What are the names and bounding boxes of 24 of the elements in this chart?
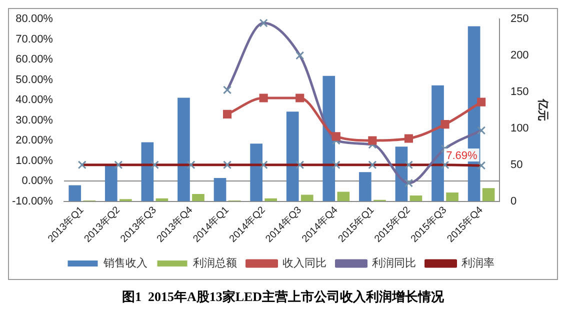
y-tick-label: 30.00% (16, 114, 54, 126)
y2-axis-title: 亿元 (536, 98, 548, 122)
legend-label: 收入同比 (282, 256, 326, 270)
legend-label: 利润率 (461, 256, 494, 270)
legend-label: 利润同比 (372, 256, 416, 270)
y-tick-label: -10.00% (12, 195, 54, 208)
y-tick-label: 80.00% (16, 13, 54, 26)
legend-label: 销售收入 (102, 256, 148, 270)
y-tick-label: 0.00% (22, 175, 54, 188)
y-tick-label: 70.00% (16, 33, 54, 46)
y-tick-label: 60.00% (16, 54, 54, 66)
y2-tick-label: 100 (510, 122, 529, 134)
text: 图1 2015年A股13家LED主营上市公司收入利润增长情况 (120, 288, 446, 306)
y-tick-label: 20.00% (16, 134, 54, 147)
y-tick-label: 50.00% (16, 74, 54, 86)
y2-tick-label: 200 (510, 49, 529, 62)
y2-tick-label: 0 (510, 195, 517, 208)
annotation: 7.69% (446, 150, 478, 162)
y-tick-label: 10.00% (16, 154, 54, 167)
legend-label: 利润总额 (192, 256, 237, 270)
y2-tick-label: 150 (510, 86, 529, 98)
y2-tick-label: 50 (510, 158, 523, 171)
y-tick-label: 40.00% (16, 94, 54, 106)
y2-tick-label: 250 (510, 13, 529, 26)
